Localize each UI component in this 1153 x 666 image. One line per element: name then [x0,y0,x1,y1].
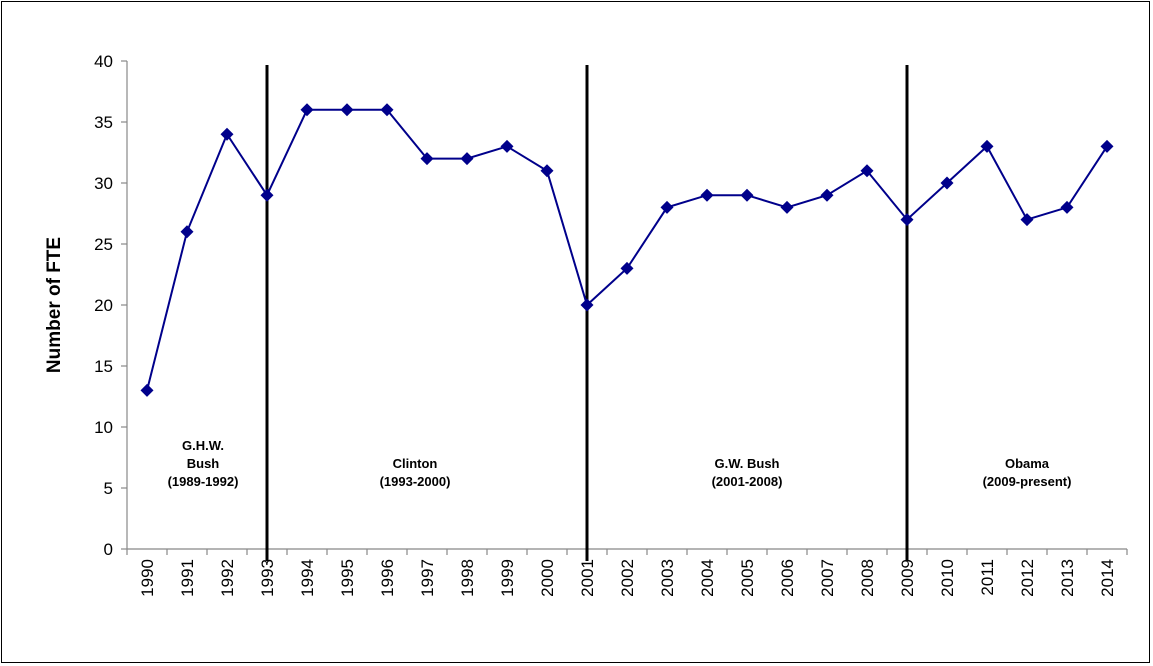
x-tick-label: 2004 [698,559,717,597]
x-tick-label: 2008 [858,559,877,597]
data-point-marker [700,188,714,202]
y-tick-label: 15 [94,357,113,376]
era-annotation-line: G.W. Bush [715,456,780,471]
x-tick-label: 1990 [138,559,157,597]
y-tick-label: 30 [94,174,113,193]
era-annotations: G.H.W. Bush (1989-1992) Clinton (1993-2000) G… [168,438,1072,489]
series-line [146,108,1108,391]
x-tick-label: 1994 [298,559,317,597]
y-tick-label: 10 [94,418,113,437]
data-point-marker [340,103,354,117]
x-tick-label: 1991 [178,559,197,597]
data-point-marker [580,298,594,312]
data-point-marker [780,200,794,214]
x-tick-label: 2001 [578,559,597,597]
y-tick-label: 40 [94,52,113,71]
y-tick-label: 20 [94,296,113,315]
axes [121,60,1128,555]
y-tick-label: 0 [104,540,113,559]
era-annotation: G.H.W. Bush (1989-1992) [168,438,239,489]
data-point-marker [980,139,994,153]
data-point-marker [620,261,634,275]
y-axis-label: Number of FTE [44,237,65,373]
data-point-marker [660,200,674,214]
x-tick-label: 2000 [538,559,557,597]
data-point-marker [180,225,194,239]
x-tick-labels: 1990 1991 1992 1993 1994 1995 1996 1997 1998 1999… [138,559,1117,597]
era-annotation: Obama (2009-present) [983,456,1072,489]
data-point-marker [420,152,434,166]
y-tick-labels: 0 5 10 15 20 25 30 35 40 [94,52,113,559]
data-point-marker [260,188,274,202]
x-tick-label: 2013 [1058,559,1077,597]
data-point-marker [820,188,834,202]
era-annotation-line: Obama [1005,456,1050,471]
data-point-marker [500,139,514,153]
x-tick-label: 1999 [498,559,517,597]
x-tick-label: 1996 [378,559,397,597]
data-point-marker [460,152,474,166]
data-point-marker [300,103,314,117]
series-fte [140,103,1114,397]
data-point-marker [140,383,154,397]
data-point-marker [1020,213,1034,227]
x-tick-label: 2005 [738,559,757,597]
x-tick-label: 1993 [258,559,277,597]
x-tick-label: 2007 [818,559,837,597]
era-dividers [265,65,909,561]
era-annotation-line: Bush [187,456,220,471]
data-point-marker [740,188,754,202]
x-tick-label: 2010 [938,559,957,597]
data-point-marker [860,164,874,178]
x-tick-label: 1997 [418,559,437,597]
x-tick-label: 2002 [618,559,637,597]
x-tick-label: 2009 [898,559,917,597]
era-annotation: Clinton (1993-2000) [380,456,451,489]
data-point-marker [940,176,954,190]
era-annotation-line: (2001-2008) [712,474,783,489]
x-tick-label: 1992 [218,559,237,597]
x-tick-label: 2003 [658,559,677,597]
y-tick-label: 5 [104,479,113,498]
data-point-marker [540,164,554,178]
era-annotation-line: (2009-present) [983,474,1072,489]
y-tick-label: 25 [94,235,113,254]
x-tick-label: 2012 [1018,559,1037,597]
data-point-marker [900,213,914,227]
data-point-marker [1100,139,1114,153]
x-tick-label: 2014 [1098,559,1117,597]
era-annotation-line: Clinton [393,456,438,471]
data-point-marker [380,103,394,117]
x-tick-label: 2011 [978,559,997,596]
x-tick-label: 2006 [778,559,797,597]
x-tick-label: 1995 [338,559,357,597]
y-tick-label: 35 [94,113,113,132]
x-tick-label: 1998 [458,559,477,597]
data-point-marker [1060,200,1074,214]
era-annotation-line: G.H.W. [182,438,224,453]
era-annotation: G.W. Bush (2001-2008) [712,456,783,489]
era-annotation-line: (1993-2000) [380,474,451,489]
era-annotation-line: (1989-1992) [168,474,239,489]
data-point-marker [220,127,234,141]
